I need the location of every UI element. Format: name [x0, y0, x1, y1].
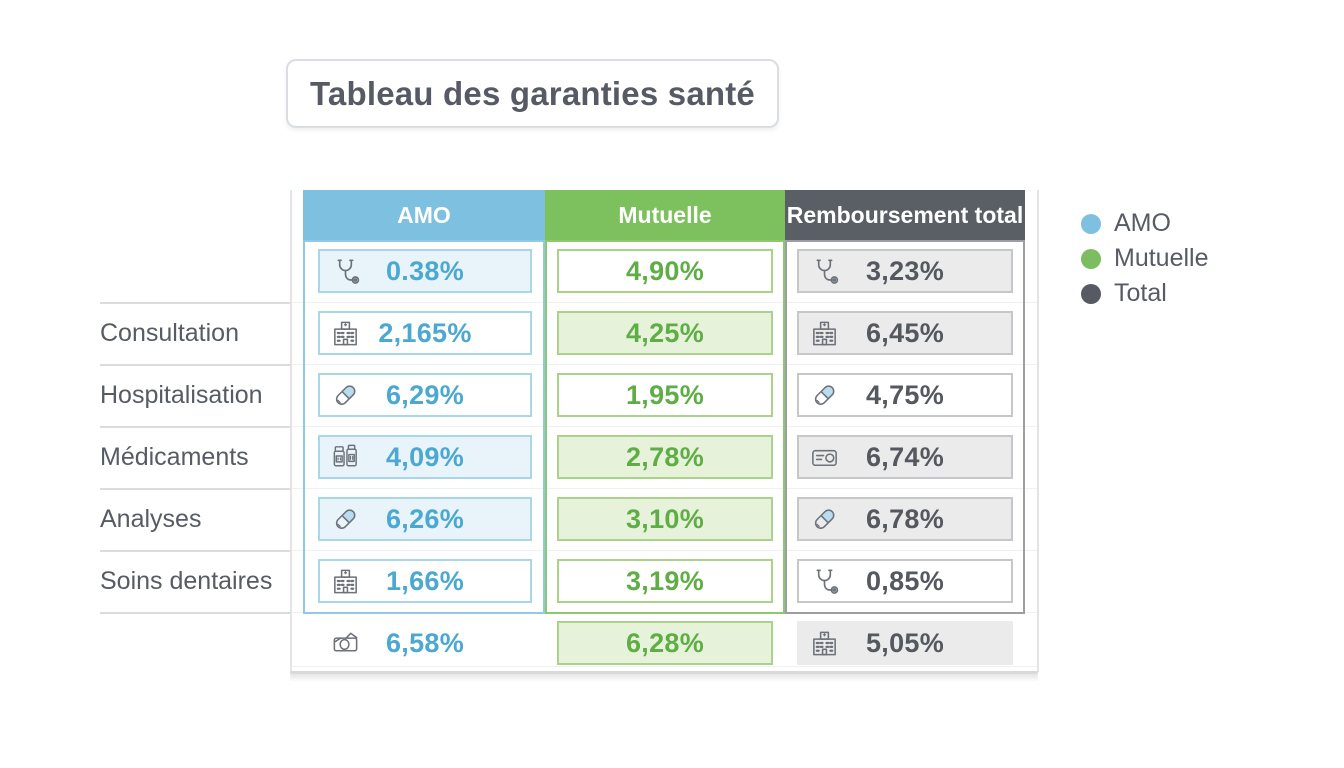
- cell-value: 2,78%: [625, 441, 705, 472]
- cell-amo-row7: 6,58%: [318, 621, 532, 665]
- cell-value: 3,19%: [625, 565, 705, 596]
- page-title: Tableau des garanties santé: [310, 74, 755, 112]
- label-separator: [100, 612, 290, 614]
- row-label-hospitalisation: Hospitalisation: [100, 380, 263, 409]
- cell-value: 4,25%: [625, 317, 705, 348]
- legend-item-mutuelle: Mutuelle: [1081, 241, 1209, 276]
- cell-amo-row6: 1,66%: [318, 559, 532, 603]
- column-outline-mutuelle: [545, 240, 785, 614]
- cell-amo-row3: 6,29%: [318, 373, 532, 417]
- card-icon: [812, 449, 837, 467]
- stethoscope-icon: [816, 569, 839, 594]
- legend-label: Total: [1114, 279, 1167, 307]
- cell-value: 6,28%: [625, 627, 705, 658]
- legend-item-total: Total: [1081, 276, 1209, 311]
- cell-amo-row4: 4,09%: [318, 435, 532, 479]
- cell-mutuelle-row6: 3,19%: [557, 559, 773, 603]
- cell-value: 3,10%: [625, 503, 705, 534]
- cell-value: 1,95%: [625, 379, 705, 410]
- stethoscope-icon: [337, 259, 360, 284]
- cell-amo-row5: 6,26%: [318, 497, 532, 541]
- cell-mutuelle-row2: 4,25%: [557, 311, 773, 355]
- hospital-icon: [812, 631, 837, 656]
- cell-value: 6,78%: [865, 503, 945, 534]
- cell-value: 1,66%: [385, 565, 465, 596]
- row-label-consultation: Consultation: [100, 318, 239, 347]
- cell-value: 4,90%: [625, 255, 705, 286]
- row-separator: [292, 426, 1037, 427]
- cell-mutuelle-row5: 3,10%: [557, 497, 773, 541]
- row-label-medicaments: Médicaments: [100, 442, 249, 471]
- column-header-label: Mutuelle: [618, 201, 712, 228]
- legend-dot-mutuelle: [1081, 248, 1101, 269]
- legend-item-amo: AMO: [1081, 206, 1209, 241]
- cell-value: 6,74%: [865, 441, 945, 472]
- column-header-label: AMO: [397, 201, 451, 228]
- cell-amo-row1: 0.38%: [318, 249, 532, 293]
- cell-value: 0,85%: [865, 565, 945, 596]
- label-separator: [100, 426, 290, 428]
- label-separator: [100, 364, 290, 366]
- frame-bottom-shadow: [290, 674, 1038, 682]
- medicine-bottles-icon: [333, 444, 357, 467]
- column-header-label: Remboursement total: [786, 201, 1024, 228]
- cell-value: 0.38%: [385, 255, 465, 286]
- row-separator: [292, 666, 1037, 667]
- hospital-icon: [333, 321, 358, 346]
- hospital-icon: [812, 321, 837, 346]
- column-header-amo: AMO: [303, 190, 545, 240]
- table-title-box: Tableau des garanties santé: [286, 59, 779, 128]
- cell-mutuelle-row7: 6,28%: [557, 621, 773, 665]
- frame-bottom-line: [290, 671, 1038, 674]
- cell-total-row4: 6,74%: [797, 435, 1013, 479]
- row-label-soins-dentaires: Soins dentaires: [100, 566, 273, 595]
- row-label-analyses: Analyses: [100, 504, 202, 533]
- cell-value: 6,29%: [385, 379, 465, 410]
- legend-label: Mutuelle: [1114, 244, 1209, 272]
- cell-value: 2,165%: [378, 317, 472, 348]
- cell-amo-row2: 2,165%: [318, 311, 532, 355]
- pill-icon: [812, 383, 837, 408]
- frame-right-line: [1037, 190, 1039, 672]
- label-separator: [100, 488, 290, 490]
- cell-mutuelle-row1: 4,90%: [557, 249, 773, 293]
- row-separator: [292, 550, 1037, 551]
- cell-value: 6,45%: [865, 317, 945, 348]
- cell-total-row6: 0,85%: [797, 559, 1013, 603]
- column-header-remboursement-total: Remboursement total: [785, 190, 1025, 240]
- cell-value: 5,05%: [865, 627, 945, 658]
- hospital-icon: [333, 569, 358, 594]
- pill-icon: [333, 383, 358, 408]
- cell-total-row7: 5,05%: [797, 621, 1013, 665]
- cell-value: 3,23%: [865, 255, 945, 286]
- row-separator: [292, 364, 1037, 365]
- label-separator: [100, 550, 290, 552]
- cell-mutuelle-row3: 1,95%: [557, 373, 773, 417]
- legend-label: AMO: [1114, 209, 1171, 237]
- cell-total-row3: 4,75%: [797, 373, 1013, 417]
- legend: AMO Mutuelle Total: [1081, 206, 1209, 311]
- row-separator: [292, 488, 1037, 489]
- cell-total-row2: 6,45%: [797, 311, 1013, 355]
- cell-value: 6,26%: [385, 503, 465, 534]
- pill-icon: [812, 507, 837, 532]
- legend-dot-amo: [1081, 213, 1101, 234]
- cell-total-row1: 3,23%: [797, 249, 1013, 293]
- legend-dot-total: [1081, 283, 1101, 304]
- cell-value: 4,75%: [865, 379, 945, 410]
- column-header-mutuelle: Mutuelle: [545, 190, 785, 240]
- frame-left-line: [290, 190, 292, 672]
- cell-mutuelle-row4: 2,78%: [557, 435, 773, 479]
- row-separator: [292, 302, 1037, 303]
- column-outline-total: [785, 240, 1025, 614]
- cell-total-row5: 6,78%: [797, 497, 1013, 541]
- cell-value: 4,09%: [385, 441, 465, 472]
- camera-icon: [333, 632, 358, 652]
- column-outline-amo: [303, 240, 545, 614]
- pill-icon: [333, 507, 358, 532]
- stethoscope-icon: [816, 259, 839, 284]
- cell-value: 6,58%: [385, 627, 465, 658]
- label-separator: [100, 302, 290, 304]
